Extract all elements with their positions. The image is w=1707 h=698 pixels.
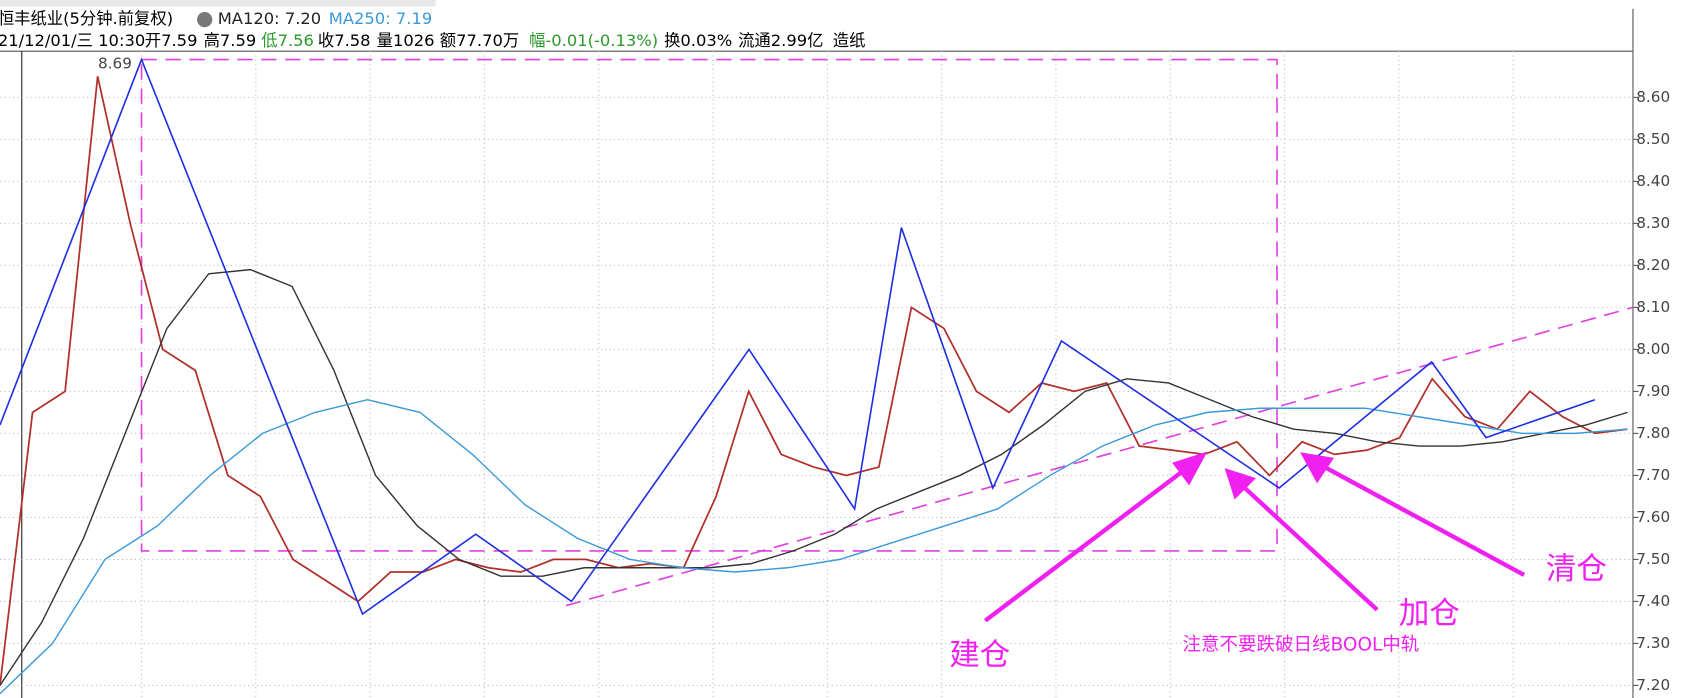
open: 开7.59 [145,31,198,50]
volume: 量1026 [377,31,435,50]
clear-label: 清仓 [1546,552,1607,587]
y-tick-label: 8.20 [1636,256,1670,274]
turnover: 换0.03% [664,31,732,50]
y-tick-label: 7.30 [1636,634,1670,652]
high: 高7.59 [204,31,257,50]
y-tick-label: 8.30 [1636,214,1670,232]
low: 低7.56 [261,31,314,50]
y-tick-label: 7.50 [1636,550,1670,568]
range-box [140,58,1278,552]
y-tick-label: 7.80 [1636,424,1670,442]
series-line [0,76,1628,686]
y-tick-label: 8.10 [1636,298,1670,316]
stock-title: 恒丰纸业(5分钟.前复权) [0,9,173,28]
date: 21/12/01/三 10:30 [0,31,145,50]
ma120-label: MA120: 7.20 [218,9,321,28]
y-tick-label: 8.40 [1636,172,1670,190]
trendline [565,306,1634,607]
build-label: 建仓 [949,638,1010,673]
industry: 造纸 [833,31,866,50]
close: 收7.58 [318,31,371,50]
y-tick-label: 8.00 [1636,340,1670,358]
series-line [0,399,1628,695]
y-tick-label: 7.70 [1636,466,1670,484]
y-tick-label: 7.20 [1636,676,1670,694]
y-tick-label: 7.40 [1636,592,1670,610]
settings-icon[interactable] [197,11,213,28]
change: 幅-0.01(-0.13%) [529,31,658,50]
y-tick-label: 7.90 [1636,382,1670,400]
y-tick-label: 7.60 [1636,508,1670,526]
y-tick-label: 8.60 [1636,88,1670,106]
series-line [0,268,1628,686]
y-tick-label: 8.50 [1636,130,1670,148]
tab-strip [0,0,436,7]
add-label: 加仓 [1399,597,1460,632]
float: 流通2.99亿 [738,31,823,50]
ma250-label: MA250: 7.19 [329,9,432,28]
annotations: 建仓 加仓 清仓 注意不要跌破日线BOOL中轨 [949,451,1607,673]
zigzag-line [0,57,1596,616]
peak-label: 8.69 [98,54,132,72]
note-label: 注意不要跌破日线BOOL中轨 [1183,635,1420,656]
amount: 额77.70万 [440,31,519,50]
